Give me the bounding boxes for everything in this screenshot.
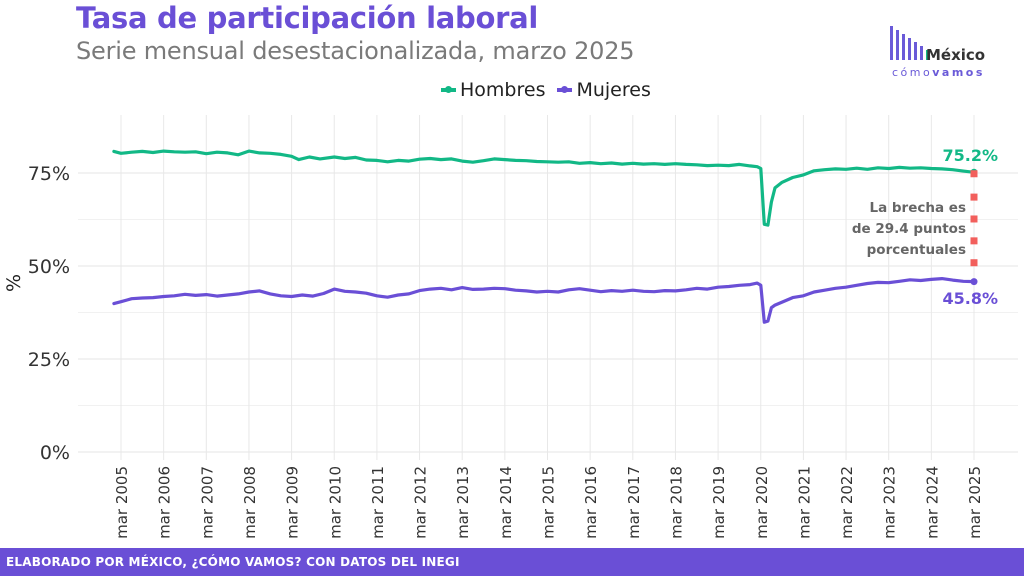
legend-label-mujeres: Mujeres [576,79,651,101]
x-tick-label: mar 2025 [966,466,984,539]
gap-marker [970,170,978,178]
legend-item-mujeres: Mujeres [557,79,651,101]
x-tick-label: mar 2010 [326,466,344,539]
series-endpoint-mujeres [970,278,978,286]
x-tick-label: mar 2008 [241,466,259,539]
x-tick-label: mar 2012 [412,466,430,539]
line-chart: 0% 25% 50% 75%% mar 2005 mar 2006 mar 2007 mar … [3,115,1018,539]
legend-swatch-mujeres [557,86,573,93]
y-tick-label: 50% [28,256,70,278]
gap-annotation-line: porcentuales [867,242,966,258]
x-tick-label: mar 2020 [753,466,771,539]
x-tick-label: mar 2017 [625,466,643,539]
legend-swatch-hombres [441,86,456,93]
x-tick-label: mar 2018 [667,466,685,539]
gap-annotation-line: de 29.4 puntos [852,221,966,237]
end-label-mujeres: 45.8% [942,289,998,308]
legend-item-hombres: Hombres [441,79,545,101]
series-line-mujeres [112,277,976,324]
x-tick-label: mar 2022 [838,466,856,539]
gap-annotation-line: La brecha es [869,200,966,216]
y-tick-label: 25% [28,349,70,371]
gap-marker [970,237,978,245]
chart-legend: Hombres Mujeres [441,78,651,102]
x-tick-label: mar 2011 [369,466,387,539]
series-line-hombres [112,149,976,227]
logo-sub: cómovamos [892,66,985,79]
chart-title: Tasa de participación laboral [76,1,539,35]
gap-marker [970,259,978,267]
x-tick-label: mar 2006 [156,466,174,539]
footer-credit: ELABORADO POR MÉXICO, ¿CÓMO VAMOS? CON D… [0,548,1024,576]
gap-marker [970,215,978,223]
chart-subtitle: Serie mensual desestacionalizada, marzo … [76,37,635,65]
x-tick-label: mar 2024 [923,466,941,539]
y-tick-label: 75% [28,163,70,185]
y-tick-label: 0% [40,442,70,464]
x-tick-label: mar 2009 [284,466,302,539]
mexico-como-vamos-logo: México cómovamos [888,24,1008,84]
x-tick-label: mar 2016 [582,466,600,539]
x-tick-label: mar 2005 [113,466,131,539]
logo-word: México [926,46,986,64]
x-tick-label: mar 2023 [881,466,899,539]
gap-marker [970,193,978,201]
legend-label-hombres: Hombres [460,79,546,101]
x-tick-label: mar 2014 [497,466,515,539]
logo-bars-icon [888,24,932,60]
x-tick-label: mar 2013 [454,466,472,539]
x-tick-label: mar 2019 [710,466,728,539]
end-label-hombres: 75.2% [942,146,998,165]
y-axis-title: % [3,274,25,292]
x-tick-label: mar 2021 [795,466,813,539]
x-tick-label: mar 2007 [198,466,216,539]
x-tick-label: mar 2015 [540,466,558,539]
